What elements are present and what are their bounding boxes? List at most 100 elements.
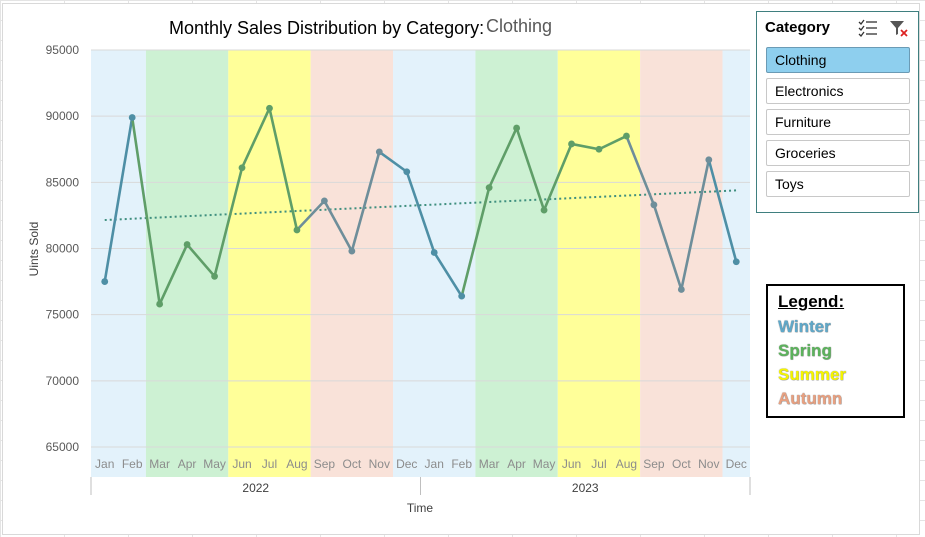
- trendline-path: [104, 189, 737, 222]
- x-tick-label: Jan: [425, 457, 444, 471]
- x-tick-label: Oct: [343, 457, 362, 471]
- data-point: [705, 156, 713, 164]
- data-point: [595, 145, 603, 153]
- season-bands: [91, 50, 750, 477]
- season-band-winter: [393, 50, 476, 477]
- y-tick-label: 75000: [46, 308, 80, 322]
- data-point: [348, 247, 356, 255]
- trendline: [104, 189, 737, 222]
- season-band-autumn: [640, 50, 723, 477]
- line-segment: [268, 106, 299, 232]
- line-segment: [597, 134, 628, 151]
- line-segment: [405, 170, 436, 254]
- x-tick-label: Mar: [149, 457, 170, 471]
- slicer-item-furniture[interactable]: Furniture: [766, 109, 910, 135]
- line-segment: [460, 186, 491, 298]
- x-tick-label: Feb: [451, 457, 472, 471]
- y-tick-label: 80000: [46, 242, 80, 256]
- axes: 65000 70000 75000 80000 85000 90000 95000 Jan Fe…: [46, 43, 751, 495]
- data-point: [430, 249, 438, 256]
- category-slicer[interactable]: Category Clothing Electronics Furniture …: [756, 11, 919, 213]
- line-segment: [185, 243, 216, 278]
- line-segment: [487, 126, 518, 189]
- x-tick-label: Sep: [314, 457, 336, 471]
- data-point: [650, 201, 658, 209]
- line-segment: [130, 116, 161, 306]
- line-segment: [295, 199, 326, 232]
- season-band-winter: [91, 50, 146, 477]
- x-tick-label: Jul: [591, 457, 606, 471]
- line-segment: [158, 243, 189, 306]
- x-tick-label: Jul: [262, 457, 277, 471]
- season-band-summer: [228, 50, 311, 477]
- x-tick-label: Nov: [698, 457, 719, 471]
- line-segment: [103, 116, 134, 283]
- x-tick-label: Jun: [232, 457, 251, 471]
- data-point: [623, 132, 630, 140]
- x-tick-label: Apr: [507, 457, 526, 471]
- legend-item-winter: Winter: [778, 317, 831, 336]
- data-point: [320, 197, 328, 205]
- data-point: [732, 258, 740, 266]
- year-label: 2023: [572, 481, 599, 495]
- line-segment: [432, 251, 463, 298]
- season-legend: Legend: Winter Spring Summer Autumn: [766, 284, 905, 418]
- season-band-spring: [145, 50, 229, 477]
- line-segment: [240, 106, 271, 170]
- data-point: [183, 241, 191, 248]
- chart-title-category: Clothing: [486, 16, 553, 36]
- data-point: [101, 278, 109, 285]
- line-segment: [515, 126, 546, 212]
- y-tick-label: 85000: [46, 175, 80, 189]
- x-tick-label: Jun: [562, 457, 581, 471]
- x-tick-label: Feb: [122, 457, 143, 471]
- clear-filter-icon[interactable]: [888, 18, 910, 38]
- line-segment: [570, 142, 601, 151]
- x-tick-label: May: [533, 457, 556, 471]
- y-tick-label: 70000: [46, 374, 80, 388]
- data-point: [568, 140, 575, 148]
- y-tick-label: 90000: [46, 109, 80, 123]
- data-point: [375, 148, 383, 156]
- slicer-item-toys[interactable]: Toys: [766, 171, 910, 197]
- legend-title: Legend:: [778, 292, 845, 311]
- line-segment: [323, 199, 354, 253]
- data-line: [103, 106, 738, 306]
- data-point: [485, 184, 493, 192]
- x-tick-label: Mar: [479, 457, 500, 471]
- slicer-item-electronics[interactable]: Electronics: [766, 78, 910, 104]
- data-point: [458, 292, 466, 300]
- x-tick-label: Dec: [396, 457, 417, 471]
- y-tick-label: 65000: [46, 440, 80, 454]
- chart-title: Monthly Sales Distribution by Category:: [169, 18, 485, 38]
- multi-select-icon[interactable]: [857, 18, 879, 38]
- line-segment: [542, 142, 573, 212]
- legend-item-autumn: Autumn: [778, 389, 843, 408]
- season-band-summer: [557, 50, 641, 477]
- data-point: [156, 300, 164, 308]
- x-tick-label: Dec: [726, 457, 747, 471]
- season-band-spring: [475, 50, 558, 477]
- legend-item-spring: Spring: [778, 341, 832, 360]
- x-tick-label: May: [203, 457, 226, 471]
- year-label: 2022: [242, 481, 269, 495]
- slicer-item-clothing[interactable]: Clothing: [766, 47, 910, 73]
- data-point: [293, 226, 301, 234]
- line-segment: [625, 134, 656, 207]
- data-point: [211, 272, 218, 280]
- data-point: [266, 104, 273, 112]
- line-segment: [680, 158, 711, 291]
- data-point: [403, 168, 411, 176]
- x-tick-label: Aug: [616, 457, 637, 471]
- x-axis-label: Time: [407, 501, 434, 515]
- y-axis-label: Uints Sold: [27, 222, 41, 277]
- x-tick-label: Aug: [286, 457, 307, 471]
- slicer-item-groceries[interactable]: Groceries: [766, 140, 910, 166]
- legend-item-summer: Summer: [778, 365, 847, 384]
- data-point: [238, 164, 246, 172]
- data-point: [677, 286, 685, 293]
- line-segment: [378, 150, 409, 174]
- x-tick-label: Sep: [643, 457, 665, 471]
- data-points: [101, 104, 740, 308]
